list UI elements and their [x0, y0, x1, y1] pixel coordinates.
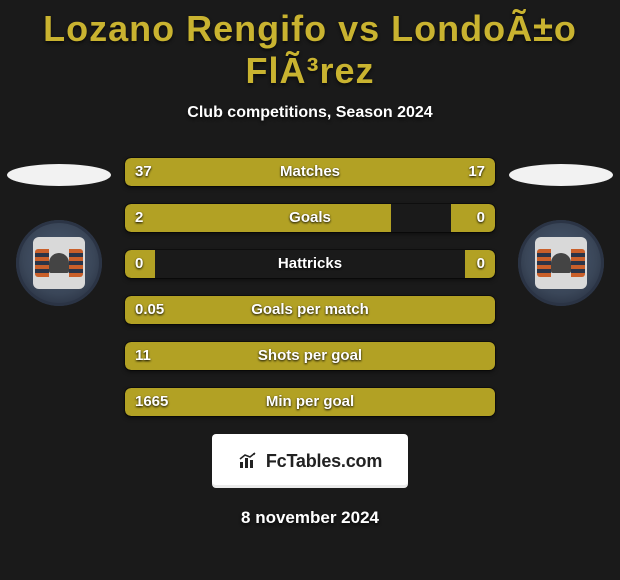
- player-right-placeholder: [509, 164, 613, 186]
- stat-label: Hattricks: [125, 250, 495, 278]
- player-left-placeholder: [7, 164, 111, 186]
- stat-row: 00Hattricks: [125, 250, 495, 278]
- stat-bars: 3717Matches 20Goals 00Hattricks 0.05Goals p…: [125, 158, 495, 416]
- player-left-column: [4, 158, 114, 306]
- page-title: Lozano Rengifo vs LondoÃ±o FlÃ³rez: [0, 0, 620, 92]
- stat-label: Goals per match: [125, 296, 495, 324]
- crest-gate-icon: [49, 253, 69, 273]
- snapshot-date: 8 november 2024: [0, 508, 620, 528]
- stat-label: Shots per goal: [125, 342, 495, 370]
- player-right-column: [506, 158, 616, 306]
- comparison-panel: 3717Matches 20Goals 00Hattricks 0.05Goals p…: [0, 158, 620, 528]
- stat-row: 3717Matches: [125, 158, 495, 186]
- stat-row: 0.05Goals per match: [125, 296, 495, 324]
- stat-label: Goals: [125, 204, 495, 232]
- stat-row: 20Goals: [125, 204, 495, 232]
- crest-shield-icon: [535, 237, 587, 289]
- branding-badge: FcTables.com: [212, 434, 408, 488]
- stat-row: 11Shots per goal: [125, 342, 495, 370]
- stat-label: Matches: [125, 158, 495, 186]
- page-subtitle: Club competitions, Season 2024: [0, 104, 620, 122]
- club-crest-left: [16, 220, 102, 306]
- crest-shield-icon: [33, 237, 85, 289]
- stat-row: 1665Min per goal: [125, 388, 495, 416]
- chart-icon: [238, 452, 260, 470]
- stat-label: Min per goal: [125, 388, 495, 416]
- crest-gate-icon: [551, 253, 571, 273]
- branding-text: FcTables.com: [266, 451, 382, 472]
- club-crest-right: [518, 220, 604, 306]
